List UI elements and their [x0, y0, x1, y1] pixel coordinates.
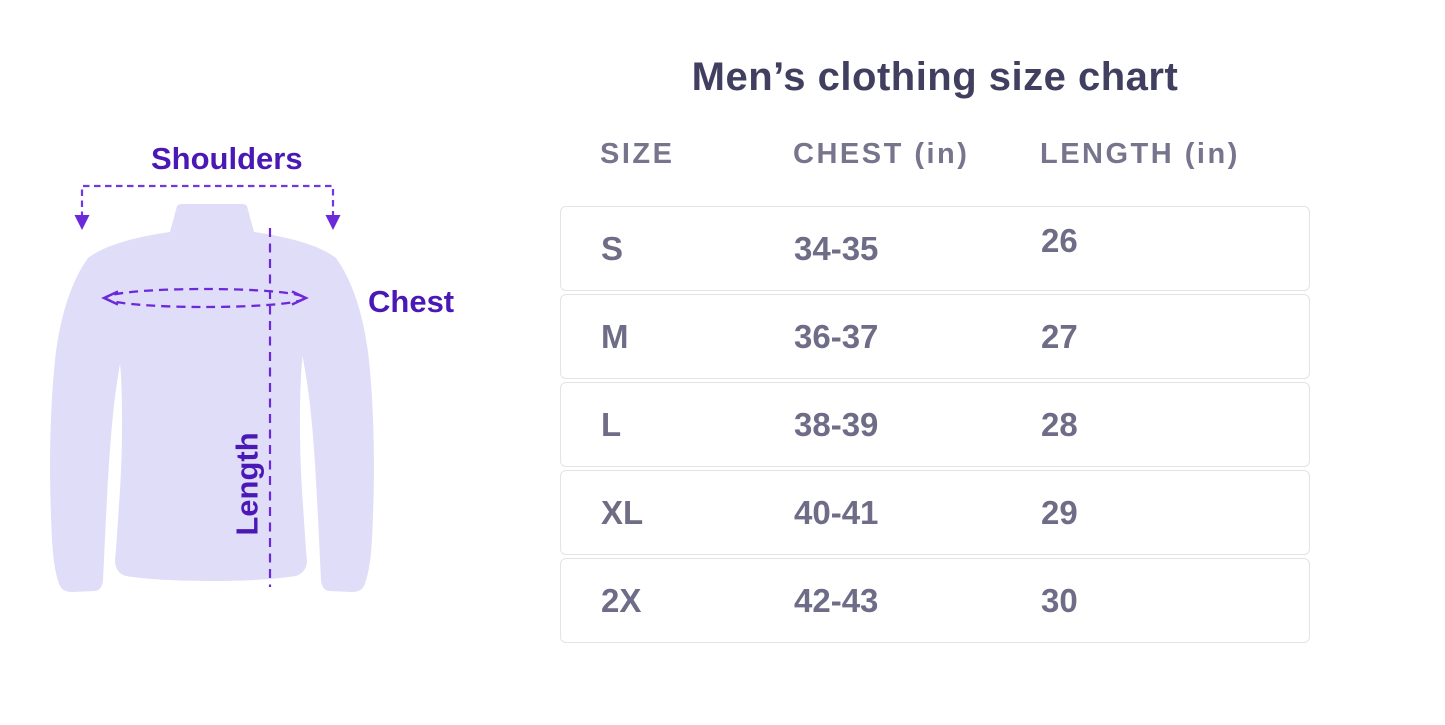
chest-label: Chest — [368, 284, 455, 319]
shirt-body — [100, 204, 322, 581]
table-row: M 36-37 27 — [560, 294, 1310, 379]
shirt-measurement-diagram: Shoulders Chest Length — [0, 0, 560, 725]
chest-cell: 42-43 — [794, 582, 879, 619]
size-cell: M — [601, 318, 629, 355]
column-header-chest: CHEST (in) — [793, 138, 970, 170]
shoulders-measure-bracket — [80, 184, 335, 218]
shoulders-label: Shoulders — [151, 141, 303, 176]
chest-cell: 34-35 — [794, 230, 879, 267]
shirt-right-sleeve — [254, 232, 374, 592]
shirt-illustration — [50, 184, 374, 592]
table-row: XL 40-41 29 — [560, 470, 1310, 555]
column-header-length: LENGTH (in) — [1040, 138, 1240, 170]
length-cell: 27 — [1041, 318, 1078, 355]
size-cell: 2X — [601, 582, 642, 619]
size-table: S 34-35 26 M 36-37 27 L 38-39 28 XL 40-4… — [560, 206, 1310, 643]
length-cell: 26 — [1041, 222, 1078, 259]
table-row: L 38-39 28 — [560, 382, 1310, 467]
length-cell: 29 — [1041, 494, 1078, 531]
chest-cell: 36-37 — [794, 318, 879, 355]
column-header-size: SIZE — [600, 138, 675, 170]
size-cell: XL — [601, 494, 644, 531]
size-cell: L — [601, 406, 622, 443]
length-cell: 30 — [1041, 582, 1078, 619]
length-cell: 28 — [1041, 406, 1078, 443]
chest-cell: 38-39 — [794, 406, 879, 443]
chest-arrow-right-icon — [291, 290, 309, 306]
length-label: Length — [229, 432, 265, 536]
shoulders-arrow-left-icon — [74, 215, 90, 230]
chest-cell: 40-41 — [794, 494, 879, 531]
table-header-row: SIZE CHEST (in) LENGTH (in) — [560, 140, 1310, 169]
size-cell: S — [601, 230, 624, 267]
chest-arrow-left-icon — [101, 290, 119, 306]
page-title: Men’s clothing size chart — [691, 55, 1179, 99]
table-row: 2X 42-43 30 — [560, 558, 1310, 643]
shoulders-arrow-right-icon — [325, 215, 341, 230]
shirt-left-sleeve — [50, 232, 170, 592]
table-row: S 34-35 26 — [560, 206, 1310, 291]
